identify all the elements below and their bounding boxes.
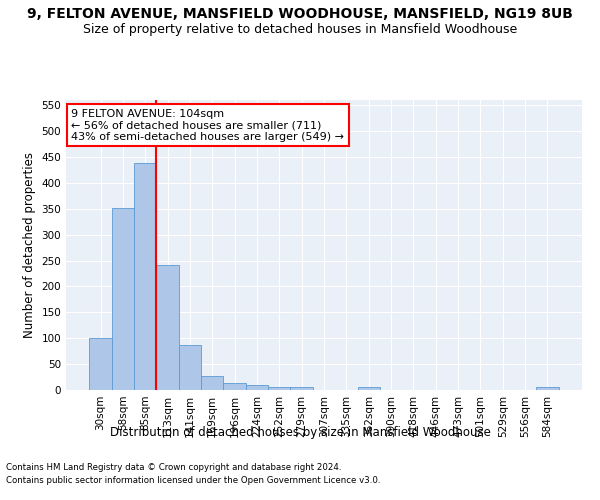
Bar (536, 388, 559, 390)
Bar (246, 386, 268, 390)
Bar (290, 388, 313, 390)
Y-axis label: Number of detached properties: Number of detached properties (23, 152, 36, 338)
Bar (134, 163, 157, 390)
Bar (112, 208, 134, 390)
Bar (223, 384, 246, 390)
Text: Contains public sector information licensed under the Open Government Licence v3: Contains public sector information licen… (6, 476, 380, 485)
Bar (89, 338, 112, 390)
Text: 9, FELTON AVENUE, MANSFIELD WOODHOUSE, MANSFIELD, NG19 8UB: 9, FELTON AVENUE, MANSFIELD WOODHOUSE, M… (27, 8, 573, 22)
Bar (179, 345, 201, 390)
Bar (268, 387, 290, 390)
Text: Contains HM Land Registry data © Crown copyright and database right 2024.: Contains HM Land Registry data © Crown c… (6, 464, 341, 472)
Text: 9 FELTON AVENUE: 104sqm
← 56% of detached houses are smaller (711)
43% of semi-d: 9 FELTON AVENUE: 104sqm ← 56% of detache… (71, 108, 344, 142)
Bar (201, 376, 223, 390)
Bar (358, 388, 380, 390)
Text: Size of property relative to detached houses in Mansfield Woodhouse: Size of property relative to detached ho… (83, 22, 517, 36)
Text: Distribution of detached houses by size in Mansfield Woodhouse: Distribution of detached houses by size … (110, 426, 490, 439)
Bar (157, 265, 179, 390)
